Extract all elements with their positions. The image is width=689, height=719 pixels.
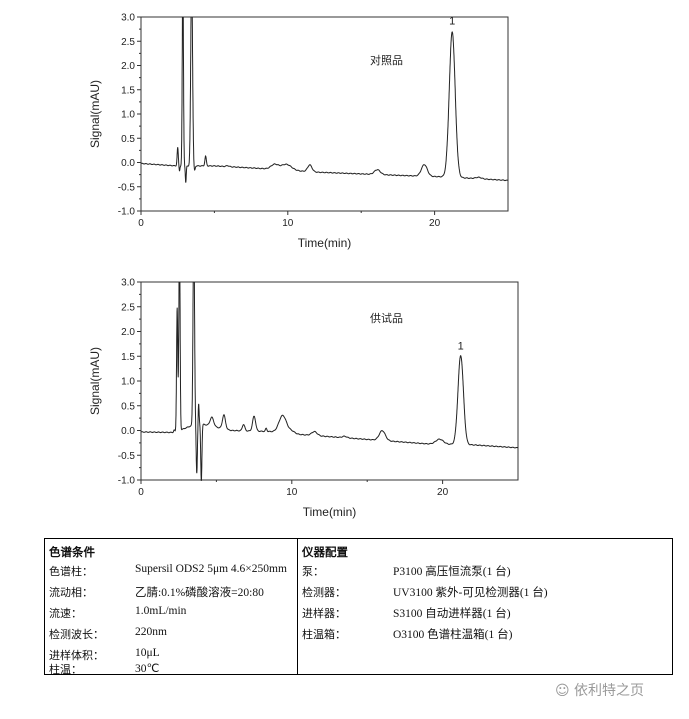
conditions-header: 色谱条件 [49,545,95,559]
sample-annotation: 对照品 [370,53,403,67]
y-tick-label: 2.5 [121,302,135,313]
y-tick-label: 3.0 [121,278,135,289]
signal-trace [141,17,508,183]
row-value: S3100 自动进样器(1 台) [393,608,511,620]
row-key: 检测波长： [49,628,104,641]
row-value: 220nm [135,626,167,638]
row-value: 乙腈:0.1%磷酸溶液=20:80 [135,587,264,599]
chart-1: -1.0 -0.5 0.0 0.5 1.0 1.5 2.0 2.5 3.0 0 10 20 Time(m… [88,13,509,250]
y-axis-label: Signal(mAU) [88,80,102,148]
row-key: 流速： [49,607,82,620]
row-value: 1.0mL/min [135,605,187,617]
y-tick-label: -0.5 [118,182,136,193]
peak-label: 1 [449,16,455,28]
instrument-header: 仪器配置 [302,545,348,559]
y-tick-label: -1.0 [118,207,136,218]
y-tick-label: 1.0 [121,377,135,388]
row-key: 柱温箱： [302,628,346,641]
row-key: 进样体积： [49,649,104,662]
wechat-icon: ☺ [555,683,575,699]
conditions-table: 色谱条件 色谱柱： Supersil ODS2 5μm 4.6×250mm 流动… [44,538,673,676]
chromatography-conditions: 色谱条件 色谱柱： Supersil ODS2 5μm 4.6×250mm 流动… [45,539,298,676]
peak-label: 1 [458,340,464,352]
row-key: 流动相： [49,586,93,599]
row-value: UV3100 紫外-可见检测器(1 台) [393,587,548,599]
y-axis-label: Signal(mAU) [88,347,102,415]
y-tick-label: 1.5 [121,85,135,96]
y-tick-label: 2.0 [121,327,135,338]
row-key: 进样器： [302,607,346,620]
row-key: 色谱柱： [49,565,93,578]
sample-annotation: 供试品 [370,311,403,325]
x-tick-label: 0 [138,487,144,498]
signal-trace [141,282,518,481]
row-key: 检测器： [302,586,346,599]
watermark: ☺ 依利特之页 [555,680,644,700]
x-tick-label: 0 [138,218,144,229]
chart-2: -1.0 -0.5 0.0 0.5 1.0 1.5 2.0 2.5 3.0 0 10 20 Time(m… [88,278,519,519]
y-tick-label: 0.5 [121,134,135,145]
y-tick-label: 0.0 [121,426,135,437]
row-key: 柱温： [49,663,82,676]
y-tick-label: 2.0 [121,61,135,72]
x-tick-label: 10 [286,487,298,498]
watermark-text: 依利特之页 [574,683,645,699]
y-tick-label: -0.5 [118,451,136,462]
x-tick-label: 20 [429,218,441,229]
y-tick-label: 0.0 [121,158,135,169]
instrument-configuration: 仪器配置 泵： P3100 高压恒流泵(1 台) 检测器： UV3100 紫外-… [298,539,672,674]
x-tick-label: 20 [437,487,449,498]
x-axis-label: Time(min) [303,505,357,519]
row-value: P3100 高压恒流泵(1 台) [393,566,511,578]
y-tick-label: 3.0 [121,13,135,24]
chromatograms: -1.0-0.50.00.51.01.52.02.53.00 10 20Time(m… [88,13,519,519]
y-tick-label: 1.0 [121,110,135,121]
row-value: 10μL [135,647,160,659]
y-tick-label: 2.5 [121,37,135,48]
y-tick-label: -1.0 [118,476,136,487]
y-tick-label: 1.5 [121,352,135,363]
plot-frame [140,16,509,212]
y-tick-label: 0.5 [121,401,135,412]
row-value: Supersil ODS2 5μm 4.6×250mm [135,563,287,575]
row-value: O3100 色谱柱温箱(1 台) [393,629,513,641]
x-tick-label: 10 [282,218,294,229]
row-key: 泵： [302,565,324,578]
x-axis-label: Time(min) [298,236,352,250]
row-value: 30℃ [135,663,160,675]
